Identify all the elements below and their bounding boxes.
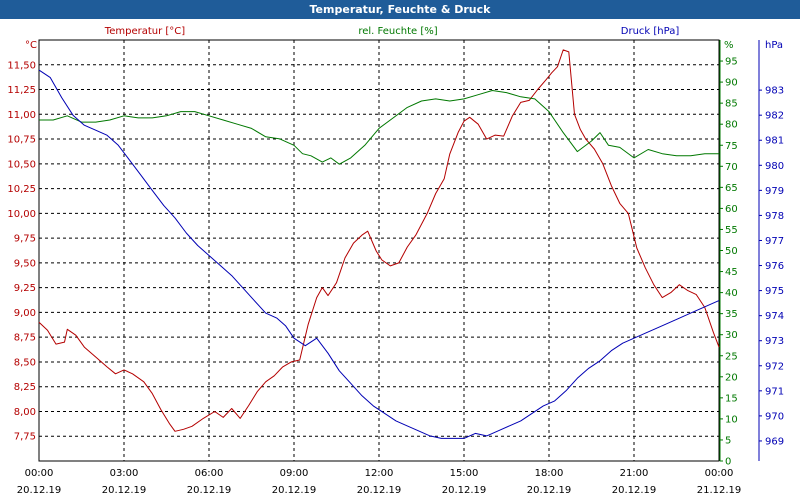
- humidity-tick-label-7: 35: [725, 309, 738, 320]
- pressure-tick-label-11: 980: [765, 161, 784, 172]
- temperature-tick-label-4: 8,75: [14, 333, 36, 344]
- humidity-tick-label-15: 75: [725, 141, 738, 152]
- pressure-tick-label-14: 983: [765, 86, 784, 97]
- weather-chart: 7,75 8,00 8,25 8,50 8,75 9,00 9,25 9,50 9,75 10,0…: [7, 26, 784, 496]
- humidity-tick-label-14: 70: [725, 162, 738, 173]
- temperature-tick-label-1: 8,00: [14, 407, 36, 418]
- pressure-tick-label-6: 975: [765, 286, 784, 297]
- temperature-tick-label-3: 8,50: [14, 357, 36, 368]
- pressure-tick-label-4: 973: [765, 336, 784, 347]
- temperature-tick-label-6: 9,25: [14, 283, 36, 294]
- temperature-axis-title: Temperatur [°C]: [104, 26, 185, 37]
- humidity-tick-label-3: 15: [725, 393, 738, 404]
- x-tick-time-0: 00:00: [25, 468, 54, 479]
- x-tick-date-8: 21.12.19: [697, 485, 742, 496]
- x-tick-date-7: 20.12.19: [612, 485, 657, 496]
- humidity-tick-label-1: 5: [725, 435, 731, 446]
- pressure-tick-label-0: 969: [765, 436, 784, 447]
- x-tick-time-4: 12:00: [365, 468, 394, 479]
- pressure-unit-label: hPa: [765, 40, 783, 51]
- x-tick-date-0: 20.12.19: [17, 485, 62, 496]
- pressure-tick-label-12: 981: [765, 136, 784, 147]
- humidity-tick-label-2: 10: [725, 414, 738, 425]
- x-tick-date-6: 20.12.19: [527, 485, 572, 496]
- humidity-tick-label-4: 20: [725, 372, 738, 383]
- humidity-line: [39, 90, 719, 165]
- x-tick-time-8: 00:00: [705, 468, 734, 479]
- temperature-tick-label-8: 9,75: [14, 234, 36, 245]
- humidity-tick-label-17: 85: [725, 99, 738, 110]
- pressure-tick-label-3: 972: [765, 361, 784, 372]
- humidity-tick-label-6: 30: [725, 330, 738, 341]
- humidity-tick-label-10: 50: [725, 246, 738, 257]
- temperature-tick-label-12: 10,75: [7, 135, 36, 146]
- x-tick-time-7: 21:00: [620, 468, 649, 479]
- humidity-tick-label-18: 90: [725, 78, 738, 89]
- humidity-tick-label-8: 40: [725, 288, 738, 299]
- humidity-tick-label-5: 25: [725, 351, 738, 362]
- x-tick-date-5: 20.12.19: [442, 485, 487, 496]
- pressure-tick-label-10: 979: [765, 186, 784, 197]
- temperature-unit-label: °C: [25, 40, 37, 51]
- pressure-tick-label-13: 982: [765, 111, 784, 122]
- temperature-tick-label-5: 9,00: [14, 308, 36, 319]
- temperature-tick-label-2: 8,25: [14, 382, 36, 393]
- x-tick-time-1: 03:00: [110, 468, 139, 479]
- pressure-axis-title: Druck [hPa]: [621, 26, 680, 37]
- pressure-tick-label-5: 974: [765, 311, 784, 322]
- x-tick-date-3: 20.12.19: [272, 485, 317, 496]
- humidity-tick-label-0: 0: [725, 457, 731, 468]
- temperature-line: [38, 49, 720, 432]
- temperature-tick-label-15: 11,50: [7, 60, 36, 71]
- x-tick-date-2: 20.12.19: [187, 485, 232, 496]
- x-tick-time-2: 06:00: [195, 468, 224, 479]
- temperature-tick-label-11: 10,50: [7, 159, 36, 170]
- x-tick-time-5: 15:00: [450, 468, 479, 479]
- humidity-tick-label-16: 80: [725, 120, 738, 131]
- temperature-tick-label-14: 11,25: [7, 85, 36, 96]
- pressure-tick-label-7: 976: [765, 261, 784, 272]
- temperature-tick-label-9: 10,00: [7, 209, 36, 220]
- pressure-tick-label-9: 978: [765, 211, 784, 222]
- humidity-tick-label-11: 55: [725, 225, 738, 236]
- humidity-tick-label-12: 60: [725, 204, 738, 215]
- humidity-tick-label-9: 45: [725, 267, 738, 278]
- humidity-tick-label-13: 65: [725, 183, 738, 194]
- pressure-line: [38, 69, 720, 439]
- pressure-tick-label-1: 970: [765, 411, 784, 422]
- humidity-tick-label-19: 95: [725, 57, 738, 68]
- humidity-unit-label: %: [724, 40, 734, 51]
- chart-title: Temperatur, Feuchte & Druck: [0, 0, 800, 19]
- temperature-tick-label-0: 7,75: [14, 432, 36, 443]
- temperature-tick-label-13: 11,00: [7, 110, 36, 121]
- pressure-tick-label-8: 977: [765, 236, 784, 247]
- x-tick-date-4: 20.12.19: [357, 485, 402, 496]
- x-tick-date-1: 20.12.19: [102, 485, 147, 496]
- x-tick-time-6: 18:00: [535, 468, 564, 479]
- humidity-axis-title: rel. Feuchte [%]: [358, 26, 437, 37]
- temperature-tick-label-7: 9,50: [14, 258, 36, 269]
- pressure-tick-label-2: 971: [765, 386, 784, 397]
- x-tick-time-3: 09:00: [280, 468, 309, 479]
- temperature-tick-label-10: 10,25: [7, 184, 36, 195]
